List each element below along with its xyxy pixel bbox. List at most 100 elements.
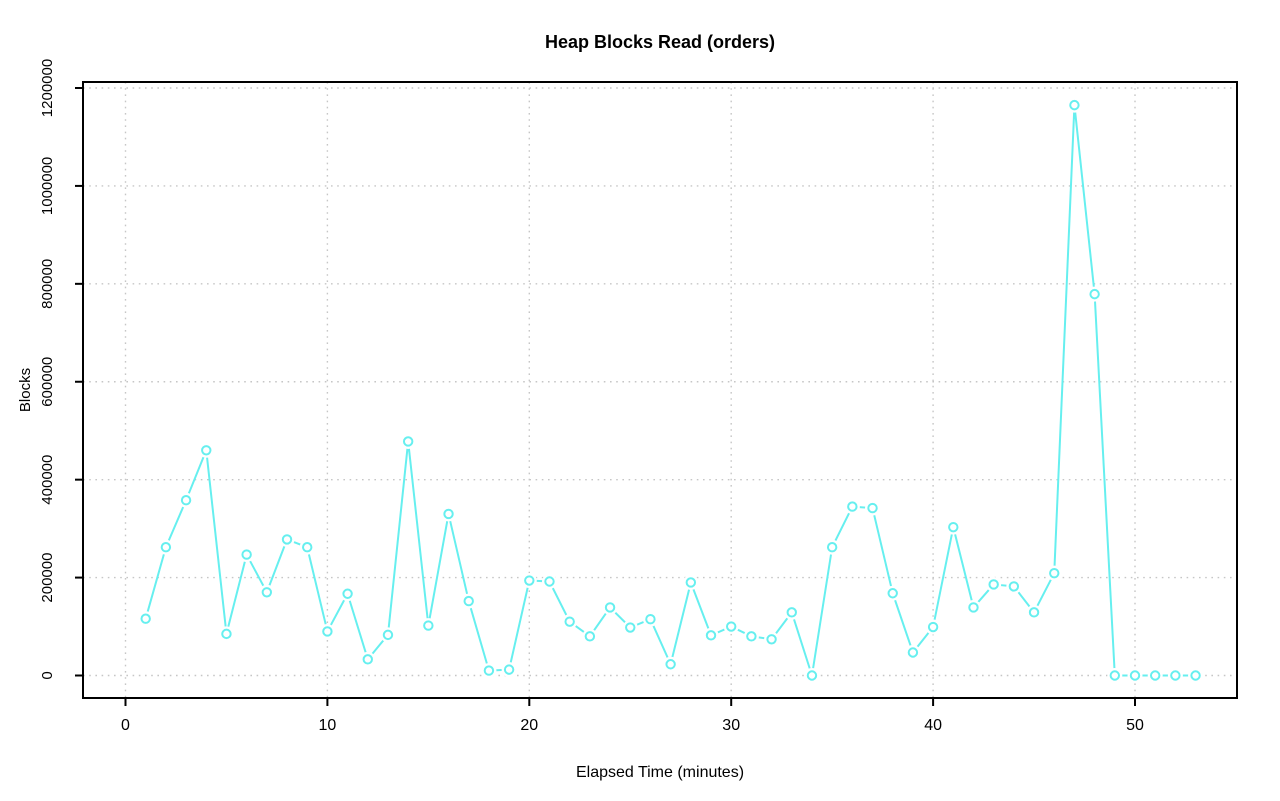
data-point-halo — [743, 628, 759, 644]
data-point-halo — [764, 631, 780, 647]
data-point — [1190, 670, 1201, 681]
data-point-halo — [461, 593, 477, 609]
data-point — [362, 654, 373, 665]
data-point-halo — [521, 573, 537, 589]
data-point-halo — [1026, 604, 1042, 620]
data-point — [1089, 288, 1100, 300]
data-point — [322, 626, 333, 637]
data-point — [402, 436, 414, 447]
data-point-halo — [945, 519, 961, 535]
data-point — [887, 588, 898, 599]
data-point-halo — [158, 539, 174, 555]
data-point — [261, 587, 273, 598]
data-point — [1109, 670, 1121, 681]
data-point — [584, 631, 596, 642]
data-point — [604, 602, 616, 613]
data-point — [726, 621, 737, 632]
data-point-halo — [198, 442, 214, 458]
data-point — [927, 621, 939, 633]
data-point — [705, 630, 717, 641]
data-point — [968, 602, 979, 613]
data-point-halo — [824, 539, 840, 555]
data-point — [625, 622, 636, 633]
data-point-halo — [905, 644, 921, 660]
data-point — [826, 542, 838, 553]
data-point-halo — [380, 627, 396, 643]
data-point — [463, 595, 474, 607]
data-point — [503, 664, 515, 675]
data-point-halo — [319, 623, 335, 639]
y-tick-label: 800000 — [39, 259, 56, 309]
data-point-halo — [844, 499, 860, 515]
data-point — [443, 508, 454, 520]
data-point-halo — [723, 619, 739, 635]
data-point — [867, 502, 878, 514]
data-point — [524, 575, 535, 586]
data-point-halo — [1006, 578, 1022, 594]
data-point-halo — [501, 662, 517, 678]
data-point — [685, 577, 697, 588]
data-point-halo — [441, 506, 457, 522]
data-point — [907, 647, 919, 658]
data-point-halo — [986, 576, 1002, 592]
chart-title: Heap Blocks Read (orders) — [545, 32, 775, 52]
data-point — [342, 588, 353, 599]
x-tick-label: 30 — [722, 717, 740, 734]
chart-plot-area: 0 10 20 30 40 50 0 200000 400000 600000 800000 1000… — [39, 59, 1238, 734]
y-tick-label: 600000 — [39, 357, 56, 407]
y-tick-label: 1200000 — [39, 59, 56, 117]
data-point — [544, 576, 555, 587]
data-point — [302, 542, 313, 553]
data-point-halo — [562, 614, 578, 630]
data-point — [1149, 670, 1161, 681]
data-point-halo — [703, 627, 719, 643]
data-point — [948, 521, 959, 533]
data-point-halo — [1127, 668, 1143, 683]
data-point — [806, 670, 818, 681]
data-point-halo — [178, 492, 194, 508]
data-point-halo — [622, 620, 638, 636]
data-point-halo — [582, 628, 598, 644]
data-point-halo — [541, 574, 557, 589]
data-point-halo — [1188, 668, 1204, 683]
x-tick-label: 10 — [319, 717, 337, 734]
data-point — [180, 495, 192, 506]
data-point-halo — [400, 433, 416, 449]
data-point — [201, 445, 212, 456]
data-point — [1069, 99, 1080, 111]
data-point — [847, 501, 858, 512]
y-tick-label: 200000 — [39, 553, 56, 603]
data-point-halo — [804, 668, 820, 683]
data-point-halo — [1167, 668, 1183, 683]
data-point — [645, 613, 656, 625]
data-point-halo — [1087, 286, 1103, 302]
data-point-halo — [138, 611, 154, 627]
y-axis-label: Blocks — [17, 368, 34, 412]
x-tick-label: 40 — [924, 717, 942, 734]
data-point — [423, 620, 434, 631]
data-point — [1008, 581, 1020, 592]
data-point — [746, 631, 757, 642]
data-point — [160, 542, 172, 553]
data-point — [382, 629, 394, 641]
plot-box — [82, 81, 1238, 699]
data-point-halo — [663, 656, 679, 672]
data-point-halo — [481, 663, 497, 679]
data-point-halo — [1046, 565, 1062, 581]
data-point-halo — [1066, 97, 1082, 113]
data-point-halo — [642, 611, 658, 627]
y-tick-label: 400000 — [39, 455, 56, 505]
data-point — [564, 616, 575, 627]
x-tick-label: 50 — [1126, 717, 1144, 734]
x-tick-label: 0 — [121, 717, 130, 734]
data-point-halo — [683, 574, 699, 590]
data-point — [140, 613, 151, 624]
data-point-halo — [865, 500, 881, 516]
y-tick-label: 1000000 — [39, 157, 56, 215]
data-point — [1028, 607, 1040, 618]
data-point — [1129, 670, 1141, 681]
data-point-halo — [360, 651, 376, 667]
data-point — [786, 607, 797, 618]
